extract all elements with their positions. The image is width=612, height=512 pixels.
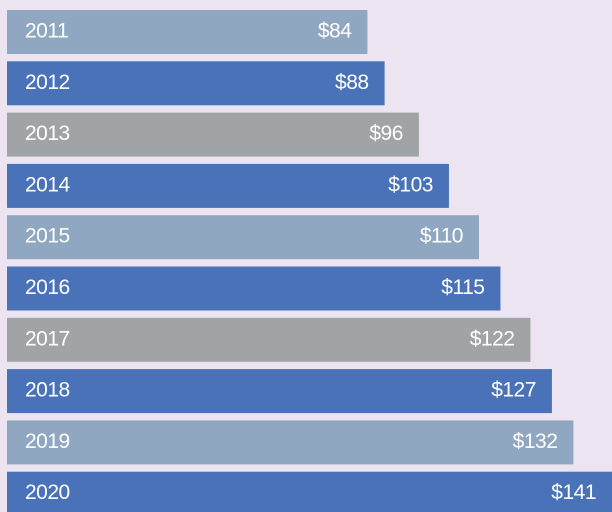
bar xyxy=(7,369,552,414)
bar xyxy=(7,61,385,106)
bar xyxy=(7,10,368,54)
bar xyxy=(7,317,531,362)
bar xyxy=(7,471,612,512)
category-label: 2014 xyxy=(25,173,71,196)
value-label: $110 xyxy=(420,225,463,248)
bar xyxy=(7,266,501,311)
category-label: 2015 xyxy=(25,225,70,248)
category-label: 2017 xyxy=(25,327,70,350)
bar xyxy=(7,112,419,157)
value-label: $115 xyxy=(441,276,484,299)
bar xyxy=(7,420,574,465)
category-label: 2012 xyxy=(25,71,70,94)
category-label: 2020 xyxy=(25,481,70,504)
value-label: $127 xyxy=(491,379,536,402)
category-label: 2013 xyxy=(25,122,70,145)
value-label: $96 xyxy=(369,122,403,145)
category-label: 2019 xyxy=(25,430,70,453)
value-label: $122 xyxy=(470,327,515,350)
bar xyxy=(7,215,479,260)
bar xyxy=(7,163,449,208)
value-label: $88 xyxy=(335,71,369,94)
value-label: $84 xyxy=(318,20,352,43)
value-label: $103 xyxy=(388,173,433,196)
category-label: 2018 xyxy=(25,379,70,402)
value-label: $132 xyxy=(513,430,558,453)
value-label: $141 xyxy=(551,481,596,504)
category-label: 2011 xyxy=(25,20,68,43)
category-label: 2016 xyxy=(25,276,70,299)
